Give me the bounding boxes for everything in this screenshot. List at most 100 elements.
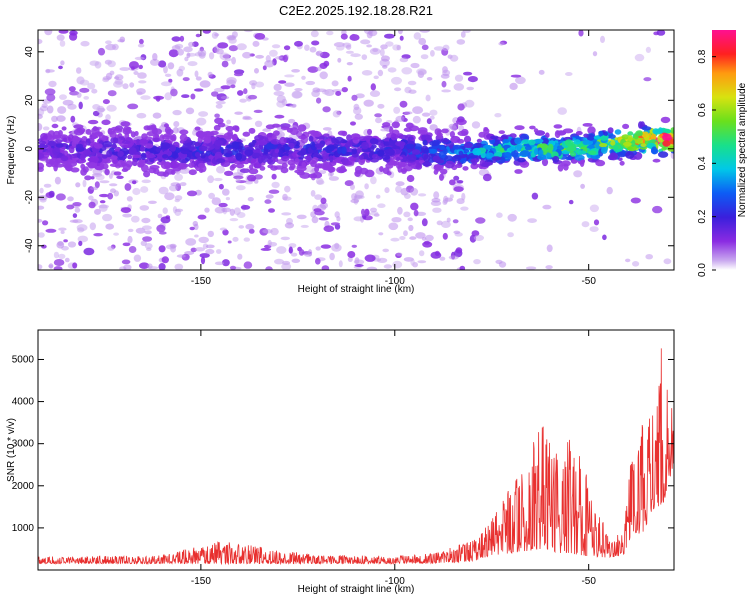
spectrogram-cell	[364, 254, 376, 262]
spectrogram-cell	[273, 157, 279, 162]
spectrogram-cell	[321, 265, 330, 270]
spectrogram-cell	[231, 31, 238, 38]
spectrogram-cell	[213, 45, 220, 53]
spectrogram-cell	[443, 195, 449, 204]
spectrogram-cell	[377, 149, 385, 157]
spectrogram-cell	[403, 211, 411, 218]
spectrogram-cell	[329, 252, 335, 261]
spectrogram-cell	[144, 230, 152, 235]
spectrogram-cell	[146, 125, 157, 131]
spectrogram-cell	[51, 115, 58, 123]
spectrogram-cell	[194, 152, 201, 158]
spectrogram-cell	[217, 122, 226, 128]
spectrogram-cell	[394, 87, 402, 92]
spectrogram-cell	[215, 100, 226, 105]
spectrogram-cell	[449, 131, 455, 138]
spectrogram-cell	[199, 80, 211, 88]
spectrogram-cell	[407, 136, 414, 141]
spectrogram-cell	[600, 35, 605, 44]
spectrogram-cell	[440, 138, 450, 143]
spectrogram-cell	[48, 80, 57, 88]
spectrogram-cell	[55, 143, 64, 148]
spectrogram-cell	[315, 258, 321, 265]
spectrogram-cell	[385, 148, 395, 156]
spectrogram-cell	[155, 96, 161, 102]
spectrogram-cell	[214, 117, 224, 125]
spectrogram-cell	[69, 32, 78, 41]
spectrogram-cell	[318, 217, 329, 221]
spectrogram-cell	[442, 44, 450, 51]
spectrogram-cell	[68, 145, 75, 154]
spectrogram-cell	[391, 76, 402, 85]
spectrogram-cell	[326, 30, 334, 36]
spectrogram-cell	[381, 154, 391, 160]
spectrogram-cell	[156, 171, 167, 177]
spectrogram-cell	[94, 165, 105, 171]
spectrogram-cell	[255, 54, 264, 59]
spectrogram-cell	[328, 155, 334, 163]
spectrogram-cell	[155, 147, 161, 152]
spectrogram-y-axis-title: Frequency (Hz)	[6, 116, 17, 185]
spectrogram-cell	[110, 126, 120, 131]
spectrogram-cell	[76, 143, 83, 149]
spectrogram-cell	[395, 181, 405, 187]
spectrogram-cell	[379, 166, 384, 172]
spectrogram-cell	[361, 141, 369, 150]
spectrogram-cell	[341, 146, 347, 155]
spectrogram-cell	[380, 44, 388, 50]
spectrogram-cell	[187, 61, 198, 67]
spectrogram-cell	[322, 127, 332, 131]
spectrogram-cell	[87, 162, 97, 169]
spectrogram-cell	[613, 145, 619, 151]
spectrogram-cell	[463, 148, 470, 154]
spectrogram-cell	[580, 183, 585, 189]
spectrogram-cell	[366, 266, 378, 270]
spectrogram-cell	[189, 226, 195, 231]
spectrogram-cell	[80, 40, 90, 47]
spectrogram-cell	[113, 171, 122, 176]
spectrogram-cell	[316, 180, 325, 185]
spectrogram-cell	[301, 75, 306, 80]
spectrogram-cell	[364, 183, 369, 190]
colorbar-tick-label: 0.0	[697, 263, 708, 277]
spectrogram-cell	[99, 193, 109, 198]
spectrogram-cell	[235, 152, 243, 161]
spectrogram-cell	[346, 62, 353, 66]
spectrogram-cell	[176, 68, 184, 77]
spectrogram-cell	[552, 155, 560, 163]
spectrogram-cell	[441, 89, 451, 93]
spectrogram-cell	[405, 143, 415, 150]
spectrogram-cell	[588, 150, 597, 155]
spectrogram-cell	[433, 191, 440, 200]
spectrogram-cell	[53, 259, 65, 266]
spectrogram-cell	[220, 85, 231, 90]
spectrogram-cell	[38, 38, 43, 45]
spectrogram-cell	[172, 109, 182, 116]
spectrogram-cell	[194, 234, 199, 238]
spectrogram-cell	[224, 170, 234, 176]
spectrogram-cell	[107, 192, 114, 200]
spectrogram-cell	[432, 207, 442, 213]
spectrogram-cell	[524, 145, 532, 151]
spectrogram-cell	[197, 214, 207, 220]
spectrogram-cell	[311, 90, 320, 98]
spectrogram-cell	[485, 152, 495, 159]
spectrogram-cell	[575, 131, 583, 136]
spectrogram-cell	[662, 140, 671, 147]
spectrogram-cell	[198, 162, 206, 169]
spectrogram-cell	[275, 56, 283, 60]
spectrogram-cell	[471, 121, 481, 129]
colorbar-tick-label: 0.8	[697, 49, 708, 63]
spectrogram-cell	[97, 107, 106, 112]
spectrogram-cell	[177, 48, 184, 56]
spectrogram-cell	[198, 111, 209, 117]
x-tick-label: -150	[191, 276, 211, 287]
spectrogram-cell	[132, 180, 137, 185]
spectrogram-cell	[176, 254, 186, 258]
spectrogram-cell	[147, 200, 157, 204]
spectrogram-cell	[56, 34, 65, 41]
spectrogram-cell	[190, 93, 196, 100]
spectrogram-cell	[196, 117, 207, 126]
spectrogram-cell	[92, 126, 98, 132]
